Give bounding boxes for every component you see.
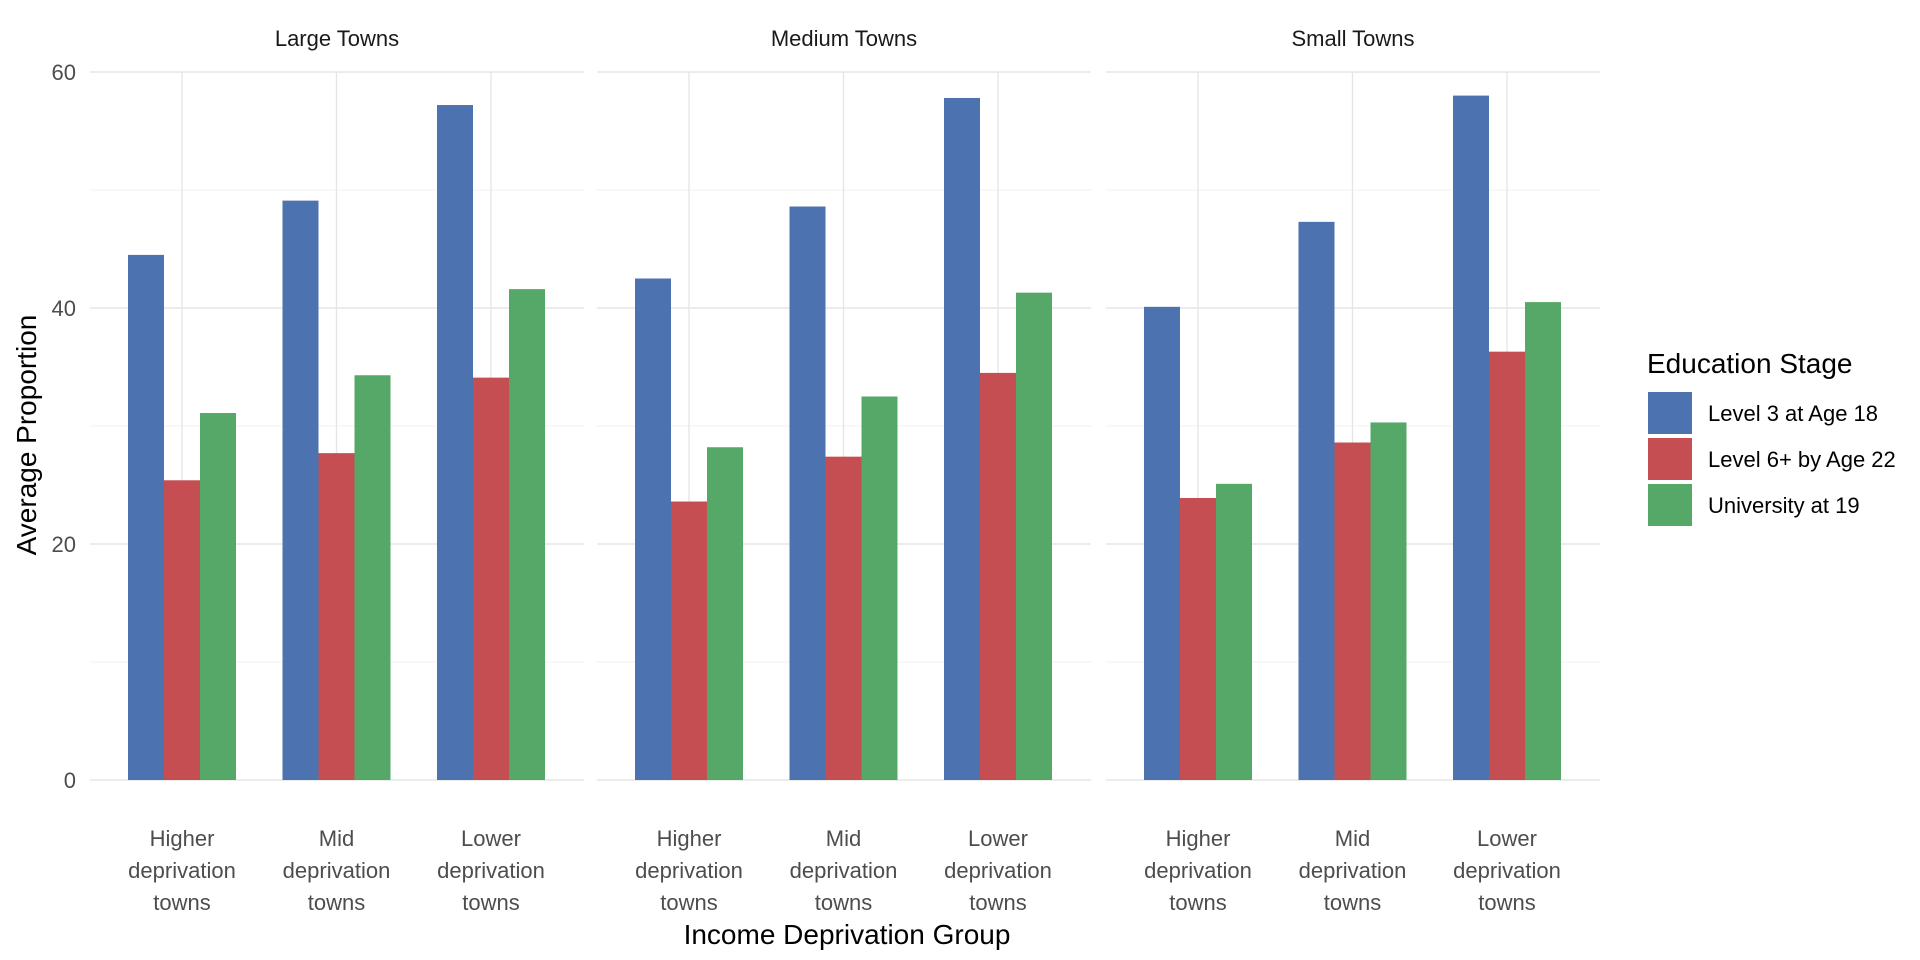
bar	[707, 447, 743, 780]
y-axis: 0 20 40 60	[52, 60, 76, 793]
legend-item: Level 3 at Age 18	[1648, 392, 1878, 434]
x-tick-label: Lower	[461, 826, 521, 851]
legend-label: Level 3 at Age 18	[1708, 401, 1878, 426]
bar	[671, 501, 707, 780]
y-tick-label: 20	[52, 532, 76, 557]
x-tick-label: deprivation	[1453, 858, 1561, 883]
bar	[980, 372, 1016, 780]
bar	[825, 456, 862, 780]
x-tick-label: Higher	[1166, 826, 1231, 851]
legend-items: Level 3 at Age 18 Level 6+ by Age 22 Unive…	[1648, 392, 1896, 526]
bar	[1016, 292, 1052, 780]
legend-item: University at 19	[1648, 484, 1860, 526]
x-tick-label: towns	[815, 890, 872, 915]
x-tick-label: Lower	[1477, 826, 1537, 851]
bar	[944, 97, 980, 780]
bar	[282, 200, 319, 780]
bar	[1144, 306, 1180, 780]
x-tick-label: deprivation	[790, 858, 898, 883]
x-tick-label: towns	[660, 890, 717, 915]
x-tick-label: Higher	[150, 826, 215, 851]
x-tick-label: towns	[969, 890, 1026, 915]
x-tick-label: Mid	[826, 826, 861, 851]
bar	[200, 413, 236, 780]
bar	[1334, 442, 1371, 780]
x-axis-title: Income Deprivation Group	[684, 919, 1011, 950]
x-tick-label: deprivation	[944, 858, 1052, 883]
x-tick-label: towns	[1324, 890, 1381, 915]
bar	[861, 396, 898, 780]
x-tick-label: deprivation	[437, 858, 545, 883]
facet-panels: Large Towns Higher deprivation towns Mid depr…	[90, 26, 1600, 915]
legend-label: Level 6+ by Age 22	[1708, 447, 1896, 472]
bar	[437, 105, 473, 781]
x-tick-label: towns	[153, 890, 210, 915]
bar	[473, 377, 509, 780]
y-tick-label: 40	[52, 296, 76, 321]
legend: Education Stage Level 3 at Age 18 Level 6…	[1647, 348, 1896, 526]
bar	[128, 254, 164, 780]
bar	[1298, 221, 1335, 781]
facet-title: Large Towns	[275, 26, 399, 51]
bar	[1216, 483, 1252, 780]
bar	[164, 480, 200, 780]
facet-panel: Small Towns Higher deprivation towns Mid depr…	[1106, 26, 1600, 915]
x-tick-label: deprivation	[1299, 858, 1407, 883]
legend-title: Education Stage	[1647, 348, 1853, 379]
x-tick-label: deprivation	[635, 858, 743, 883]
facet-title: Small Towns	[1291, 26, 1414, 51]
bar	[1180, 497, 1216, 780]
bar	[789, 206, 826, 780]
legend-item: Level 6+ by Age 22	[1648, 438, 1896, 480]
bar	[635, 278, 671, 780]
bar	[509, 289, 545, 780]
bar	[1453, 95, 1489, 781]
x-tick-label: deprivation	[128, 858, 236, 883]
x-tick-label: Lower	[968, 826, 1028, 851]
facet-panel: Large Towns Higher deprivation towns Mid depr…	[90, 26, 584, 915]
x-tick-label: towns	[308, 890, 365, 915]
y-tick-label: 0	[64, 768, 76, 793]
y-tick-label: 60	[52, 60, 76, 85]
bar	[354, 375, 391, 780]
legend-swatch	[1648, 438, 1692, 480]
legend-swatch	[1648, 484, 1692, 526]
bar	[1489, 351, 1525, 780]
bar	[1370, 422, 1407, 780]
x-tick-label: towns	[462, 890, 519, 915]
legend-label: University at 19	[1708, 493, 1860, 518]
x-tick-label: towns	[1478, 890, 1535, 915]
legend-swatch	[1648, 392, 1692, 434]
facet-panel: Medium Towns Higher deprivation towns Mid dep…	[597, 26, 1091, 915]
facet-title: Medium Towns	[771, 26, 917, 51]
x-tick-label: Mid	[1335, 826, 1370, 851]
bar	[318, 453, 355, 780]
y-axis-title: Average Proportion	[11, 315, 42, 556]
x-tick-label: deprivation	[1144, 858, 1252, 883]
x-tick-label: Mid	[319, 826, 354, 851]
x-tick-label: towns	[1169, 890, 1226, 915]
x-tick-label: deprivation	[283, 858, 391, 883]
bar	[1525, 302, 1561, 780]
x-tick-label: Higher	[657, 826, 722, 851]
